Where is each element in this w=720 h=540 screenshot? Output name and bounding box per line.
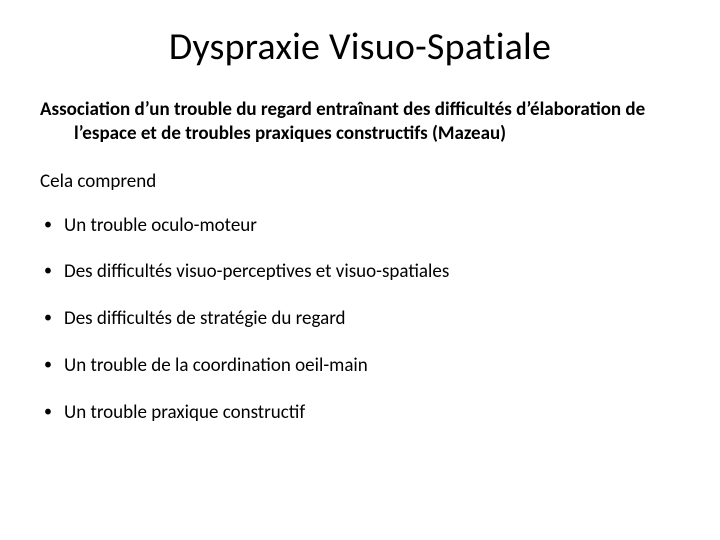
lead-text: Cela comprend	[40, 170, 680, 193]
list-item: Un trouble praxique constructif	[40, 402, 680, 425]
list-item-text: Des difficultés visuo-perceptives et vis…	[64, 260, 449, 283]
bullet-list: Un trouble oculo-moteur Des difficultés …	[40, 215, 680, 425]
list-item: Un trouble oculo-moteur	[40, 215, 680, 238]
list-item: Des difficultés visuo-perceptives et vis…	[40, 261, 680, 284]
list-item-text: Un trouble de la coordination oeil-main	[64, 354, 368, 377]
list-item-text: Un trouble oculo-moteur	[64, 214, 257, 237]
list-item-text: Des difficultés de stratégie du regard	[64, 307, 346, 330]
definition-text: Association d’un trouble du regard entra…	[40, 98, 680, 146]
slide-title: Dyspraxie Visuo-Spatiale	[40, 24, 680, 70]
list-item-text: Un trouble praxique constructif	[64, 401, 305, 424]
slide: Dyspraxie Visuo-Spatiale Association d’u…	[0, 0, 720, 540]
definition-paragraph: Association d’un trouble du regard entra…	[40, 98, 680, 146]
list-item: Des difficultés de stratégie du regard	[40, 308, 680, 331]
list-item: Un trouble de la coordination oeil-main	[40, 355, 680, 378]
